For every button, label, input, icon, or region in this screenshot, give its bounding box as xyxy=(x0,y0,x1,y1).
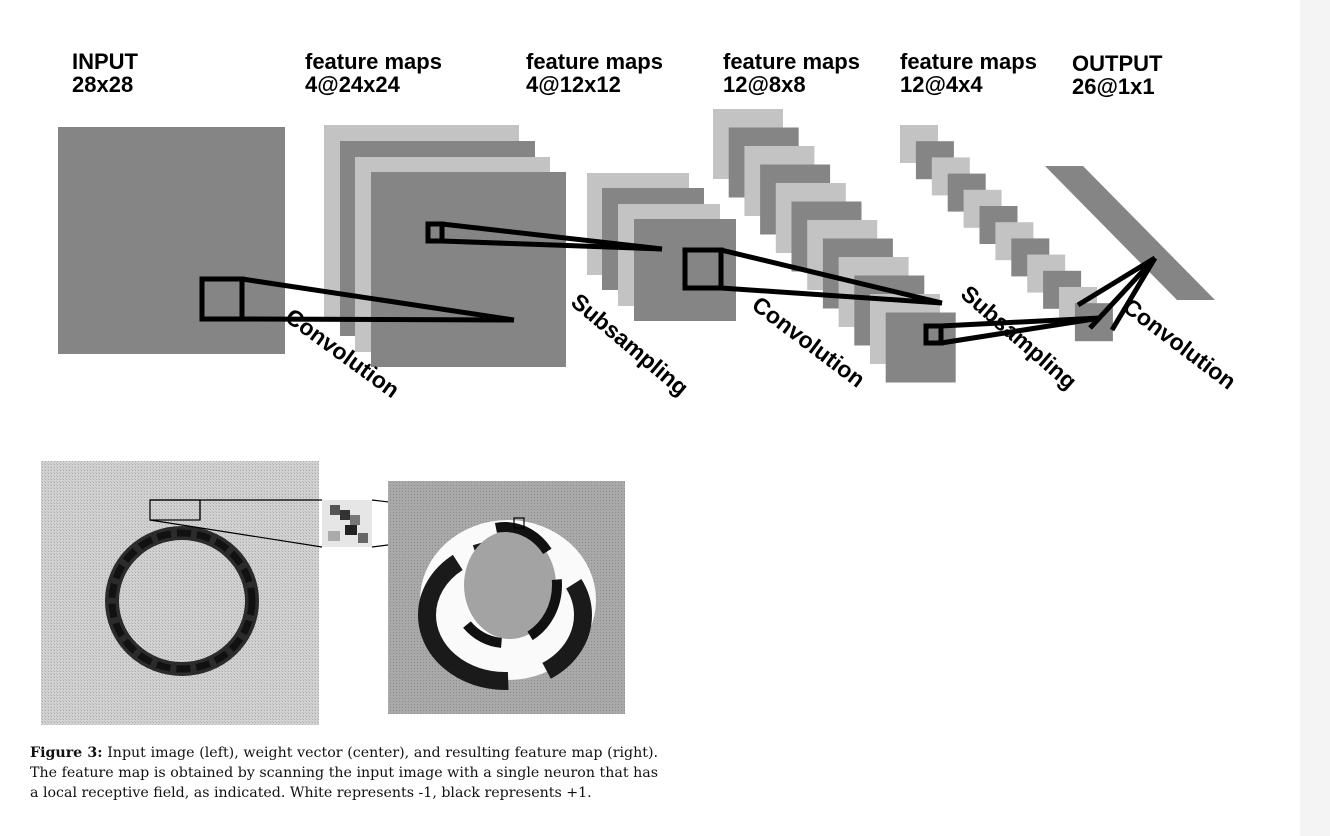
feature-map-inner-edge xyxy=(448,522,562,648)
layer-title: feature maps xyxy=(723,49,860,74)
layer-title: feature maps xyxy=(305,49,442,74)
connection-line xyxy=(940,315,1101,329)
connection-line xyxy=(720,285,943,306)
figure-caption: Figure 3: Input image (left), weight vec… xyxy=(30,743,658,803)
connection-line xyxy=(241,316,515,323)
layer-title: feature maps xyxy=(900,49,1037,74)
layer-size: 12@4x4 xyxy=(900,72,983,97)
input-image xyxy=(41,461,323,725)
receptive-field-c3 xyxy=(923,323,944,346)
weight-pixel xyxy=(328,531,340,541)
layer-title: feature maps xyxy=(526,49,663,74)
connection-line xyxy=(241,276,515,323)
receptive-field-s2 xyxy=(682,247,724,291)
receptive-field-input xyxy=(199,276,245,322)
weight-pixel xyxy=(358,533,368,543)
weight-pixel xyxy=(350,515,360,525)
caption-label: Figure 3: xyxy=(30,745,103,761)
feature-map-illustration xyxy=(41,461,625,725)
input-map xyxy=(58,127,285,354)
weight-pixel xyxy=(340,510,350,520)
layer-label-s4: feature maps 12@4x4 xyxy=(900,50,1037,96)
input-image-background xyxy=(41,461,319,725)
c1-maps xyxy=(324,125,566,367)
output-unit-box xyxy=(513,517,525,529)
s4-maps xyxy=(900,125,1113,342)
layer-size: 4@24x24 xyxy=(305,72,400,97)
receptive-field-c1 xyxy=(425,221,445,244)
network-diagram xyxy=(58,109,1215,383)
connection-line xyxy=(1076,255,1157,308)
connection-line xyxy=(441,221,663,252)
layer-size: 26@1x1 xyxy=(1072,74,1155,99)
layer-label-output: OUTPUT 26@1x1 xyxy=(1072,52,1162,98)
weight-pixel xyxy=(345,525,357,535)
layer-size: 12@8x8 xyxy=(723,72,806,97)
layer-size: 4@12x12 xyxy=(526,72,621,97)
output-layer xyxy=(1045,166,1215,300)
c1-map xyxy=(371,172,566,367)
weight-pixel xyxy=(330,505,340,515)
connection-line xyxy=(940,315,1101,346)
c3-maps xyxy=(713,109,956,383)
layer-label-input: INPUT 28x28 xyxy=(72,50,138,96)
connection-line xyxy=(1109,256,1158,332)
layer-label-c3: feature maps 12@8x8 xyxy=(723,50,860,96)
connections xyxy=(199,221,1158,346)
page-margin xyxy=(1300,0,1330,836)
layer-title: INPUT xyxy=(72,49,138,74)
layer-title: OUTPUT xyxy=(1072,51,1163,76)
connection-line xyxy=(720,247,943,306)
layer-size: 28x28 xyxy=(72,72,134,97)
connection-line xyxy=(441,238,663,252)
projection-line xyxy=(149,519,323,548)
digit-ring-pixels xyxy=(108,529,256,673)
c3-map xyxy=(885,312,956,383)
layer-label-c1: feature maps 4@24x24 xyxy=(305,50,442,96)
result-feature-map xyxy=(388,481,625,714)
caption-text: Input image (left), weight vector (cente… xyxy=(30,745,659,801)
connection-line xyxy=(1088,256,1157,330)
feature-map-center xyxy=(464,531,556,639)
layer-label-s2: feature maps 4@12x12 xyxy=(526,50,663,96)
